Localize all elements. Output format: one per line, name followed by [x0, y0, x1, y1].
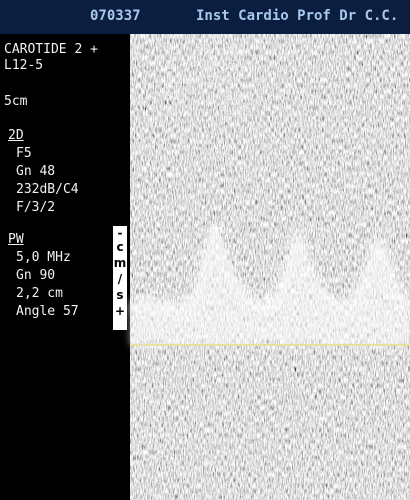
- scale-tick: 40: [136, 236, 149, 251]
- setting: Gn 90: [16, 268, 55, 283]
- measurement-value: 48,9 cm/s: [197, 42, 246, 57]
- setting: 232dB/C4: [16, 182, 79, 197]
- measurement-label: Time: [166, 73, 192, 88]
- measurement-label: S: [166, 42, 173, 57]
- setting: 5,0 MHz: [16, 250, 71, 265]
- scale-tick: 0: [138, 337, 145, 352]
- setting: Gn 48: [16, 164, 55, 179]
- measurement-value: 18,9 cm/s: [197, 58, 246, 73]
- unit-sign: -: [113, 226, 127, 240]
- setting: Angle 57: [16, 304, 79, 319]
- measurement-value: 0,579 sec: [197, 73, 244, 88]
- scale-tick: 80: [136, 140, 149, 155]
- measurement-value: 2,60: [178, 89, 248, 104]
- ultrasound-screen: 070337 Inst Cardio Prof Dr C.C. CAROTIDE…: [0, 0, 410, 500]
- setting: 2,2 cm: [16, 286, 63, 301]
- mode-title: PW: [8, 232, 24, 247]
- setting: F/3/2: [16, 200, 55, 215]
- depth: 5cm: [4, 94, 27, 109]
- measurement-label: D: [166, 58, 175, 73]
- mode-title: 2D: [8, 128, 24, 143]
- unit-text: cm/s: [113, 240, 127, 304]
- scale-tick: 40: [136, 434, 149, 449]
- measurement-value: 0,615: [178, 104, 248, 119]
- unit-sign: +: [113, 304, 127, 318]
- probe: L12-5: [4, 58, 43, 73]
- probe-site: CAROTIDE 2 +: [4, 42, 98, 57]
- institution: Inst Cardio Prof Dr C.C.: [196, 9, 398, 24]
- setting: F5: [16, 146, 32, 161]
- measurement-label: RI: [166, 104, 179, 119]
- patient-id: 070337: [90, 9, 141, 24]
- unit-label: - cm/s +: [113, 226, 127, 330]
